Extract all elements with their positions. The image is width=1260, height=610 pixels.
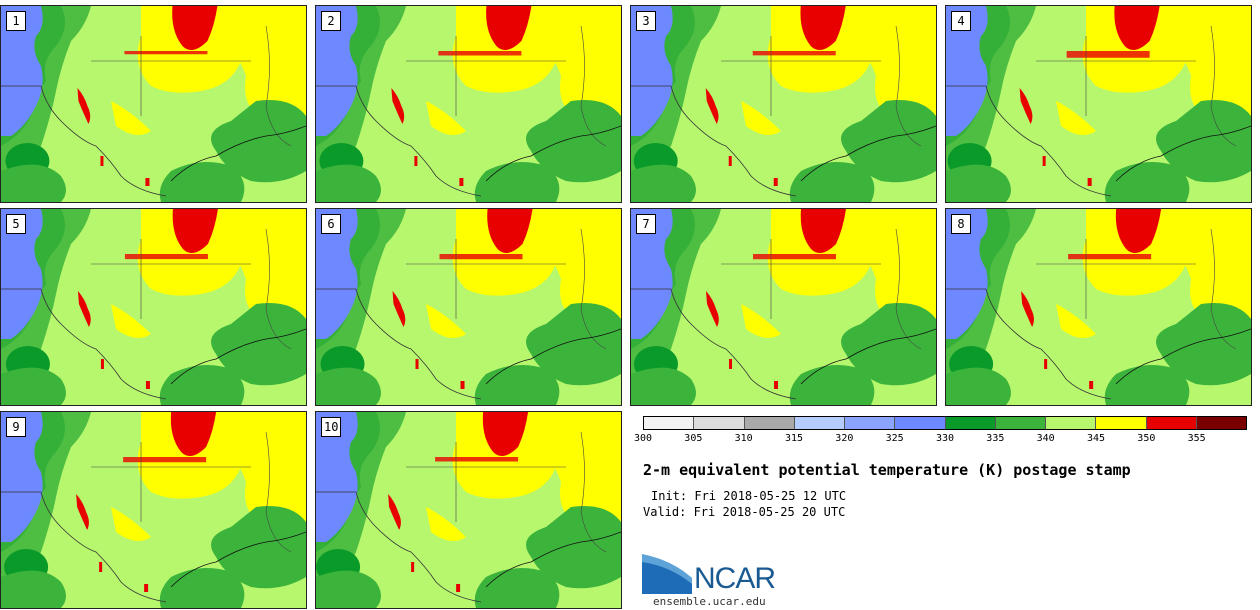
ensemble-member-panel: 9	[0, 411, 307, 609]
legend-tick-label: 320	[835, 433, 854, 444]
legend-tick-label: 355	[1187, 433, 1206, 444]
ensemble-member-panel: 8	[945, 208, 1252, 406]
color-legend: 300 305 310 315 320 325 330 335 340 345 350 355	[634, 416, 1247, 446]
member-number-label: 10	[321, 417, 342, 437]
legend-tick-label: 345	[1086, 433, 1106, 444]
theta-e-map	[1, 412, 306, 608]
legend-tick-label: 315	[784, 433, 804, 444]
chart-title: 2-m equivalent potential temperature (K)…	[643, 461, 1131, 479]
ensemble-member-panel: 4	[945, 5, 1252, 203]
legend-tick-label: 325	[885, 433, 904, 444]
member-number-label: 9	[6, 417, 26, 437]
member-number-label: 8	[951, 214, 971, 234]
legend-swatch	[1046, 417, 1097, 429]
legend-swatch	[1096, 417, 1147, 429]
legend-swatch	[744, 417, 795, 429]
legend-tick-label: 310	[734, 433, 753, 444]
member-number-label: 3	[636, 11, 656, 31]
legend-color-bar	[643, 416, 1247, 430]
legend-tick-label: 305	[684, 433, 703, 444]
ncar-logo-text: NCAR	[694, 562, 776, 595]
theta-e-map	[631, 6, 936, 202]
ensemble-member-panel: 7	[630, 208, 937, 406]
legend-tick-label: 300	[633, 433, 653, 444]
legend-tick-label: 350	[1137, 433, 1156, 444]
member-number-label: 5	[6, 214, 26, 234]
legend-swatch	[895, 417, 946, 429]
theta-e-map	[1, 209, 306, 405]
legend-tick-label: 340	[1036, 433, 1055, 444]
theta-e-map	[316, 209, 621, 405]
site-url: ensemble.ucar.edu	[653, 595, 766, 608]
ensemble-member-panel: 10	[315, 411, 622, 609]
legend-swatch	[1146, 417, 1197, 429]
theta-e-map	[316, 412, 621, 608]
legend-tick-label: 335	[986, 433, 1005, 444]
member-number-label: 4	[951, 11, 971, 31]
legend-swatch	[995, 417, 1046, 429]
ensemble-member-panel: 3	[630, 5, 937, 203]
ensemble-member-panel: 1	[0, 5, 307, 203]
theta-e-map	[631, 209, 936, 405]
valid-time: Valid: Fri 2018-05-25 20 UTC	[643, 505, 846, 519]
legend-swatch	[694, 417, 745, 429]
legend-tick-label: 330	[935, 433, 955, 444]
theta-e-map	[316, 6, 621, 202]
legend-swatch	[794, 417, 845, 429]
legend-swatch	[945, 417, 996, 429]
theta-e-map	[1, 6, 306, 202]
theta-e-map	[946, 209, 1251, 405]
member-number-label: 2	[321, 11, 341, 31]
legend-swatch	[1196, 417, 1246, 429]
member-number-label: 1	[6, 11, 26, 31]
theta-e-map	[946, 6, 1251, 202]
ncar-logo-icon	[642, 554, 692, 594]
ensemble-member-panel: 2	[315, 5, 622, 203]
legend-swatch	[845, 417, 896, 429]
init-time: Init: Fri 2018-05-25 12 UTC	[651, 489, 847, 503]
member-number-label: 6	[321, 214, 341, 234]
ensemble-member-panel: 6	[315, 208, 622, 406]
ensemble-member-panel: 5	[0, 208, 307, 406]
legend-swatch	[644, 417, 695, 429]
legend-ticks: 300 305 310 315 320 325 330 335 340 345 350 355	[634, 430, 1247, 446]
member-number-label: 7	[636, 214, 656, 234]
